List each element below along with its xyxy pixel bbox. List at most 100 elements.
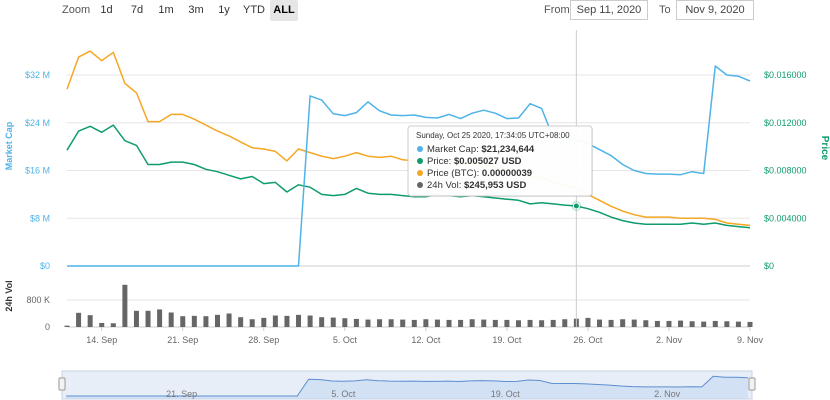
volume-bar (724, 321, 730, 327)
volume-bar (550, 319, 556, 327)
volume-bar (64, 325, 70, 327)
navigator-tick-label: 21. Sep (166, 389, 197, 399)
navigator-area (66, 376, 748, 399)
x-tick-label: 19. Oct (492, 335, 522, 345)
tooltip-row: Price (BTC): 0.00000039 (427, 168, 532, 179)
zoom-button-1y[interactable]: 1y (218, 4, 230, 16)
from-date-input[interactable] (570, 0, 648, 20)
volume-bar (87, 315, 93, 327)
volume-bar (272, 315, 278, 327)
volume-bar (701, 321, 707, 327)
volume-bar (666, 320, 672, 327)
navigator-handle-right[interactable] (748, 377, 756, 391)
volume-bar (157, 309, 163, 327)
volume-bar (261, 317, 267, 327)
volume-bar (747, 321, 753, 327)
volume-bar (226, 313, 232, 327)
volume-bar (353, 318, 359, 327)
y-right-tick-label: $0.004000 (764, 213, 807, 223)
volume-bar (365, 319, 371, 327)
y-volume-axis-title: 24h Vol (4, 280, 14, 311)
zoom-button-3m[interactable]: 3m (188, 4, 204, 16)
volume-bar (712, 320, 718, 327)
navigator-tick-label: 19. Oct (491, 389, 521, 399)
tooltip-date: Sunday, Oct 25 2020, 17:34:05 UTC+08:00 (416, 131, 570, 140)
navigator-tick-label: 2. Nov (654, 389, 681, 399)
volume-bar (284, 315, 290, 327)
navigator-handle-left[interactable] (58, 377, 66, 391)
volume-bar (388, 319, 394, 327)
zoom-label: Zoom (62, 4, 91, 16)
volume-bar (620, 319, 626, 327)
tooltip-box (407, 125, 593, 197)
tooltip-row-value: 0.00000039 (482, 168, 532, 179)
to-date-input[interactable] (676, 0, 754, 20)
volume-bar (411, 319, 417, 327)
tooltip-marker (417, 158, 423, 164)
to-label: To (659, 4, 671, 16)
y-left-tick-label: $32 M (25, 70, 50, 80)
y-left-tick-label: $16 M (25, 166, 50, 176)
volume-bar (585, 317, 591, 327)
volume-bar (249, 319, 255, 327)
volume-bar (631, 319, 637, 327)
zoom-button-7d[interactable]: 7d (130, 4, 144, 16)
volume-bar (469, 319, 475, 327)
tooltip-row: Price: $0.005027 USD (427, 156, 522, 167)
tooltip-row-value: $245,953 USD (464, 180, 526, 191)
volume-bar (99, 322, 105, 327)
zoom-button-1d[interactable]: 1d (100, 4, 113, 16)
volume-bar (400, 319, 406, 327)
volume-bar (539, 320, 545, 327)
volume-bar (492, 319, 498, 327)
zoom-button-ytd[interactable]: YTD (243, 4, 265, 16)
navigator-line (66, 375, 749, 397)
hover-point (572, 202, 580, 210)
volume-bar (180, 316, 186, 327)
tooltip-row: Market Cap: $21,234,644 (427, 144, 535, 155)
y-right-tick-label: $0 (764, 261, 774, 271)
zoom-button-1m[interactable]: 1m (158, 4, 174, 16)
volume-bar (342, 318, 348, 327)
tooltip-marker (417, 182, 423, 188)
volume-bar (608, 319, 614, 327)
volume-bar (678, 320, 684, 327)
volume-bar (214, 314, 220, 327)
volume-bar (145, 310, 151, 327)
tooltip-marker (417, 170, 423, 176)
tooltip-row-label: Market Cap: (427, 144, 481, 155)
volume-bar (527, 319, 533, 327)
volume-bar (434, 319, 440, 327)
x-tick-label: 28. Sep (248, 335, 279, 345)
volume-bar (481, 319, 487, 327)
x-tick-label: 5. Oct (333, 335, 358, 345)
navigator-tick-label: 5. Oct (331, 389, 356, 399)
volume-bar (319, 317, 325, 327)
volume-bar (597, 319, 603, 327)
volume-bar (330, 317, 336, 327)
volume-bar (735, 321, 741, 327)
zoom-button-all[interactable]: ALL (270, 0, 298, 21)
volume-bar (643, 320, 649, 327)
y-left-axis-title: Market Cap (4, 121, 14, 170)
volume-bar (458, 319, 464, 327)
volume-bar (168, 312, 174, 327)
market-cap-line (67, 65, 751, 267)
tooltip-marker (417, 146, 423, 152)
volume-bar (76, 312, 82, 327)
y-left-tick-label: $24 M (25, 118, 50, 128)
volume-bar (307, 315, 313, 327)
volume-bar (133, 310, 139, 327)
volume-bar (446, 319, 452, 327)
tooltip-row-label: 24h Vol: (427, 180, 464, 191)
volume-bar (203, 316, 209, 327)
x-tick-label: 14. Sep (86, 335, 117, 345)
x-tick-label: 21. Sep (167, 335, 198, 345)
volume-bar (122, 284, 128, 327)
y-volume-tick-label: 800 K (26, 295, 50, 305)
x-tick-label: 26. Oct (573, 335, 603, 345)
volume-bar (562, 319, 568, 327)
tooltip-row-label: Price: (427, 156, 454, 167)
volume-bar (191, 315, 197, 327)
